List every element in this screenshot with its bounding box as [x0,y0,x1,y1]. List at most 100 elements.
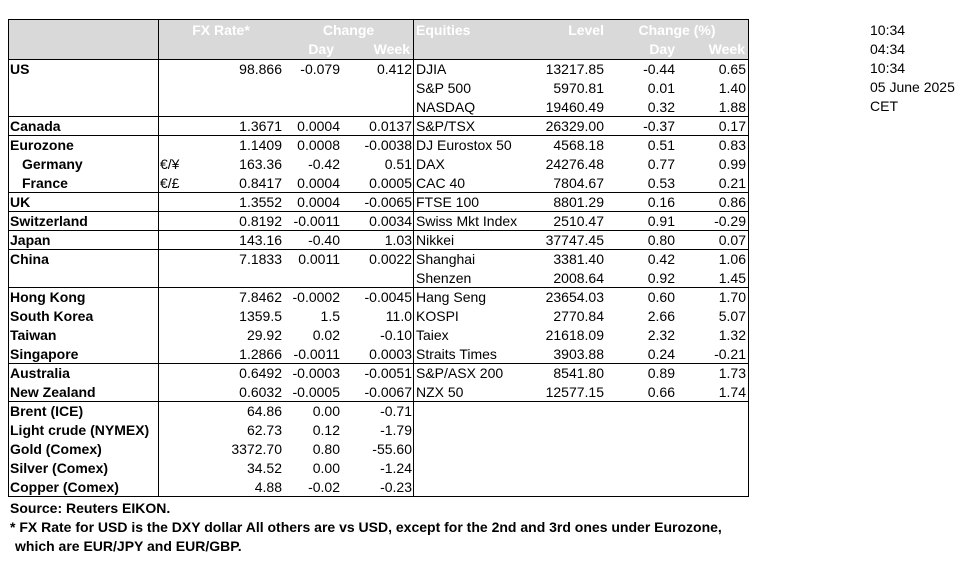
equity-level: 21618.09 [545,327,604,343]
equity-name: NZX 50 [416,384,464,400]
fx-rate: 0.8192 [239,213,282,229]
change-week: 11.0 [385,308,412,324]
equity-level: 19460.49 [545,99,604,115]
time-label: 10:34 [870,22,906,38]
fx-rate: 98.866 [239,61,282,77]
row-label: Hong Kong [10,289,86,305]
equity-week: 1.06 [718,251,746,267]
row-label: Canada [10,118,61,134]
equity-name: Shanghai [416,251,476,267]
row-border [8,192,749,193]
fx-rate: 7.1833 [239,251,282,267]
equity-name: S&P/ASX 200 [416,365,504,381]
change-week: -55.60 [372,441,412,457]
row-label: Switzerland [10,213,88,229]
change-day: 0.80 [312,441,340,457]
equity-day: 0.89 [647,365,675,381]
equity-week: 0.83 [718,137,746,153]
equity-day: 2.66 [647,308,675,324]
equity-level: 23654.03 [545,289,604,305]
equity-day: 0.80 [647,232,675,248]
equity-level: 2008.64 [553,270,604,286]
fx-rate: 1.3552 [239,194,282,210]
equity-name: DAX [416,156,445,172]
row-label: China [10,251,49,267]
equity-name: Taiex [416,327,449,343]
change-week: -0.0045 [364,289,412,305]
equity-name: DJ Eurostox 50 [416,137,512,153]
equity-week: 0.07 [718,232,746,248]
change-week: 0.412 [376,61,412,77]
equity-day: 0.42 [647,251,675,267]
equity-week: 1.88 [718,99,746,115]
change-day: -0.079 [300,61,340,77]
equity-day: 0.60 [647,289,675,305]
border [8,19,9,497]
change-week: 1.03 [384,232,412,248]
fx-rate: 1.3671 [239,118,282,134]
row-border [8,116,749,117]
equity-day: 0.77 [647,156,675,172]
equity-level: 12577.15 [545,384,604,400]
equity-name: Straits Times [416,346,497,362]
equity-name: Swiss Mkt Index [416,213,518,229]
equity-level: 3903.88 [553,346,604,362]
header: Day [308,41,334,57]
equity-week: 0.21 [718,175,746,191]
border [748,19,749,497]
row-label: US [10,61,30,77]
equity-day: 0.24 [647,346,675,362]
fx-rate: 1.2866 [239,346,282,362]
change-week: -1.79 [380,422,412,438]
border [158,19,159,497]
equity-level: 8801.29 [553,194,604,210]
equity-name: KOSPI [416,308,459,324]
equity-level: 2510.47 [553,213,604,229]
change-week: -0.0067 [364,384,412,400]
header: Equities [416,22,471,38]
equity-name: CAC 40 [416,175,466,191]
equity-week: 0.99 [718,156,746,172]
change-week: -0.0051 [364,365,412,381]
equity-level: 2770.84 [553,308,604,324]
change-day: 1.5 [320,308,340,324]
equity-week: 1.70 [718,289,746,305]
fx-rate: 4.88 [254,479,282,495]
equity-day: 0.16 [647,194,675,210]
change-day: -0.40 [308,232,340,248]
change-week: 0.0022 [369,251,412,267]
equity-day: 2.32 [647,327,675,343]
equity-day: 0.32 [647,99,675,115]
equity-day: 0.91 [647,213,675,229]
change-week: 0.0005 [369,175,412,191]
border [413,19,414,497]
unit: €/£ [160,175,180,191]
equity-name: Hang Seng [416,289,487,305]
change-week: 0.0137 [369,118,412,134]
equity-level: 7804.67 [553,175,604,191]
source: Source: Reuters EIKON. [10,500,171,516]
time-label: CET [870,98,898,114]
change-week: -0.0038 [364,137,412,153]
row-label: Singapore [10,346,79,362]
fx-rate: 1359.5 [239,308,282,324]
change-day: -0.0005 [292,384,340,400]
fx-rate: 0.8417 [239,175,282,191]
header: Change (%) [638,22,716,38]
row-border [8,249,749,250]
equity-week: 0.86 [718,194,746,210]
change-day: -0.0003 [292,365,340,381]
change-day: 0.0004 [297,118,340,134]
change-day: -0.0002 [292,289,340,305]
equity-level: 37747.45 [545,232,604,248]
change-day: -0.0011 [293,213,340,229]
fx-rate: 163.36 [239,156,282,172]
header: FX Rate* [192,22,250,38]
time-label: 05 June 2025 [870,79,955,95]
change-day: 0.02 [312,327,340,343]
fx-rate: 0.6492 [239,365,282,381]
equity-week: 5.07 [718,308,746,324]
row-label: Germany [22,156,83,172]
equity-week: 0.17 [718,118,746,134]
